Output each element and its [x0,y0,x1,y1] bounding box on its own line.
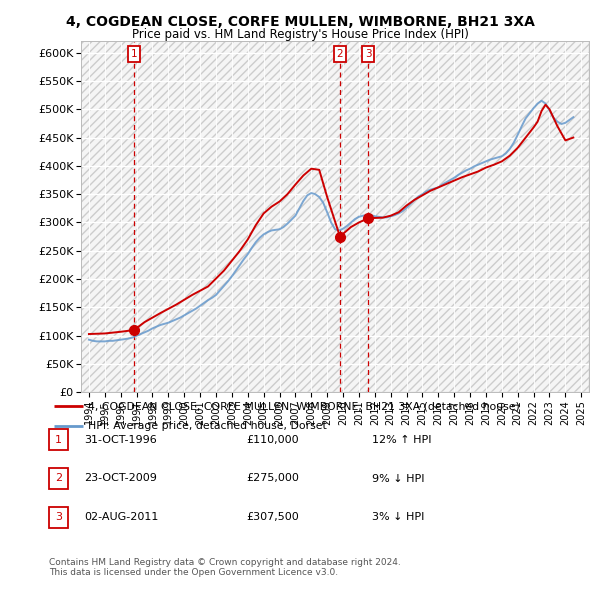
Text: £110,000: £110,000 [246,435,299,444]
Text: 3: 3 [55,513,62,522]
Text: Price paid vs. HM Land Registry's House Price Index (HPI): Price paid vs. HM Land Registry's House … [131,28,469,41]
Text: 31-OCT-1996: 31-OCT-1996 [84,435,157,444]
Text: 12% ↑ HPI: 12% ↑ HPI [372,435,431,444]
Text: 3: 3 [365,49,371,59]
Text: Contains HM Land Registry data © Crown copyright and database right 2024.
This d: Contains HM Land Registry data © Crown c… [49,558,401,577]
Text: 3% ↓ HPI: 3% ↓ HPI [372,513,424,522]
Text: £275,000: £275,000 [246,474,299,483]
Text: 2: 2 [337,49,343,59]
Text: 9% ↓ HPI: 9% ↓ HPI [372,474,425,483]
Text: 1: 1 [55,435,62,444]
Text: £307,500: £307,500 [246,513,299,522]
Text: 02-AUG-2011: 02-AUG-2011 [84,513,158,522]
Bar [81,41,589,392]
Text: HPI: Average price, detached house, Dorset: HPI: Average price, detached house, Dors… [88,421,327,431]
Text: 4, COGDEAN CLOSE, CORFE MULLEN, WIMBORNE, BH21 3XA: 4, COGDEAN CLOSE, CORFE MULLEN, WIMBORNE… [65,15,535,29]
Text: 23-OCT-2009: 23-OCT-2009 [84,474,157,483]
Text: 2: 2 [55,474,62,483]
Text: 1: 1 [131,49,137,59]
Text: 4, COGDEAN CLOSE, CORFE MULLEN, WIMBORNE, BH21 3XA (detached house): 4, COGDEAN CLOSE, CORFE MULLEN, WIMBORNE… [88,401,520,411]
